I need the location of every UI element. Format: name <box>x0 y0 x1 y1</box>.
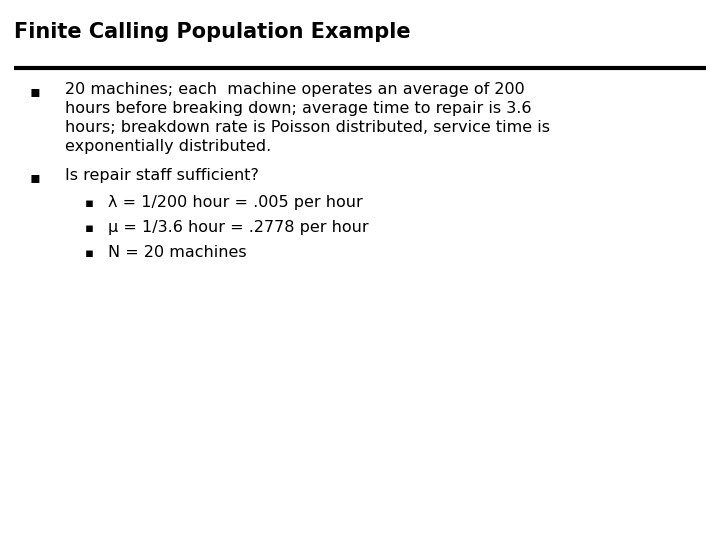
Text: N = 20 machines: N = 20 machines <box>108 245 247 260</box>
Text: Finite Calling Population Example: Finite Calling Population Example <box>14 22 410 42</box>
Text: exponentially distributed.: exponentially distributed. <box>65 139 271 154</box>
Text: ▪: ▪ <box>85 197 94 210</box>
Text: ▪: ▪ <box>85 222 94 235</box>
Text: hours before breaking down; average time to repair is 3.6: hours before breaking down; average time… <box>65 101 531 116</box>
Text: λ = 1/200 hour = .005 per hour: λ = 1/200 hour = .005 per hour <box>108 195 363 210</box>
Text: Is repair staff sufficient?: Is repair staff sufficient? <box>65 168 259 183</box>
Text: ▪: ▪ <box>30 84 41 99</box>
Text: hours; breakdown rate is Poisson distributed, service time is: hours; breakdown rate is Poisson distrib… <box>65 120 550 135</box>
Text: 20 machines; each  machine operates an average of 200: 20 machines; each machine operates an av… <box>65 82 525 97</box>
Text: μ = 1/3.6 hour = .2778 per hour: μ = 1/3.6 hour = .2778 per hour <box>108 220 369 235</box>
Text: ▪: ▪ <box>30 170 41 185</box>
Text: ▪: ▪ <box>85 247 94 260</box>
